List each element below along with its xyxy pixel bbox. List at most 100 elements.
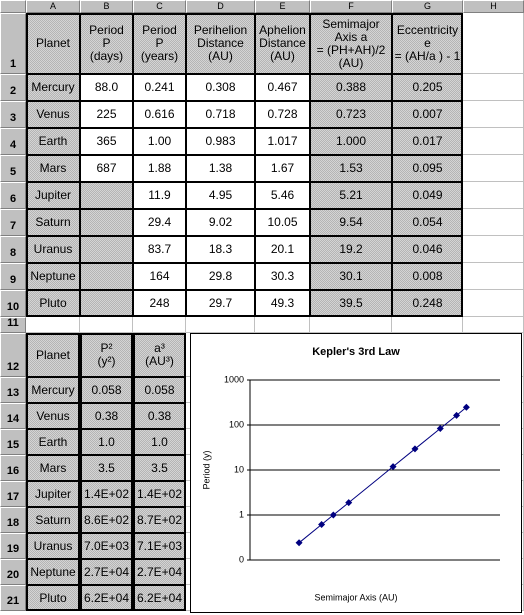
header-cell: Planet bbox=[26, 333, 80, 377]
chart-title: Kepler's 3rd Law bbox=[312, 346, 400, 358]
cell: 2.7E+04 bbox=[80, 559, 133, 585]
cell: 30.3 bbox=[255, 263, 310, 290]
header-cell: Eccentricity e = (AH/a ) - 1 bbox=[392, 13, 463, 74]
grid-cell bbox=[463, 74, 524, 101]
cell: Venus bbox=[26, 101, 80, 128]
row-header: 7 bbox=[0, 209, 26, 236]
y-tick-label: 1 bbox=[239, 509, 244, 519]
cell: 0.046 bbox=[392, 236, 463, 263]
cell bbox=[80, 263, 133, 290]
row-header: 20 bbox=[0, 559, 26, 585]
row-header: 15 bbox=[0, 429, 26, 455]
cell: 7.1E+03 bbox=[133, 533, 186, 559]
cell: 49.3 bbox=[255, 290, 310, 317]
grid-cell bbox=[463, 155, 524, 182]
table-frame bbox=[26, 13, 463, 317]
cell: 29.8 bbox=[186, 263, 255, 290]
row-header: 2 bbox=[0, 74, 26, 101]
grid-cell bbox=[133, 317, 186, 333]
column-header: F bbox=[310, 0, 392, 13]
cell: 1.4E+02 bbox=[80, 481, 133, 507]
marker bbox=[295, 539, 303, 547]
cell: 0.728 bbox=[255, 101, 310, 128]
cell: 0.054 bbox=[392, 209, 463, 236]
grid-cell bbox=[463, 290, 524, 317]
cell bbox=[80, 236, 133, 263]
cell: Mercury bbox=[26, 74, 80, 101]
cell: 0.205 bbox=[392, 74, 463, 101]
header-cell: Period P (years) bbox=[133, 13, 186, 74]
column-frame bbox=[133, 333, 186, 611]
row-header: 5 bbox=[0, 155, 26, 182]
y-axis-label: Period (y) bbox=[201, 450, 211, 489]
cell: 9.02 bbox=[186, 209, 255, 236]
row-header: 9 bbox=[0, 263, 26, 290]
header-cell: Perihelion Distance (AU) bbox=[186, 13, 255, 74]
cell bbox=[80, 209, 133, 236]
cell: 0.007 bbox=[392, 101, 463, 128]
cell: 0.095 bbox=[392, 155, 463, 182]
cell: 20.1 bbox=[255, 236, 310, 263]
marker bbox=[462, 403, 470, 411]
grid-cell bbox=[255, 317, 310, 333]
cell: 164 bbox=[133, 263, 186, 290]
cell: 1.38 bbox=[186, 155, 255, 182]
cell: 1.88 bbox=[133, 155, 186, 182]
cell: 6.2E+04 bbox=[80, 585, 133, 611]
marker bbox=[329, 511, 337, 519]
y-tick-label: 10 bbox=[234, 464, 244, 474]
cell: 29.4 bbox=[133, 209, 186, 236]
grid-cell bbox=[26, 317, 80, 333]
y-tick-label: 100 bbox=[229, 419, 244, 429]
grid-cell bbox=[463, 13, 524, 74]
cell: 5.46 bbox=[255, 182, 310, 209]
row-header: 11 bbox=[0, 317, 26, 333]
grid-cell bbox=[186, 317, 255, 333]
header-cell: Planet bbox=[26, 13, 80, 74]
cell: 225 bbox=[80, 101, 133, 128]
row-header: 8 bbox=[0, 236, 26, 263]
cell bbox=[80, 182, 133, 209]
column-header: E bbox=[255, 0, 310, 13]
row-header: 6 bbox=[0, 182, 26, 209]
cell: 0.718 bbox=[186, 101, 255, 128]
cell: 3.5 bbox=[80, 455, 133, 481]
cell: Jupiter bbox=[26, 481, 80, 507]
cell: 0.616 bbox=[133, 101, 186, 128]
grid-cell bbox=[463, 182, 524, 209]
cell: 9.54 bbox=[310, 209, 392, 236]
cell: 1.017 bbox=[255, 128, 310, 155]
cell: Mars bbox=[26, 455, 80, 481]
cell: 0.017 bbox=[392, 128, 463, 155]
marker bbox=[389, 463, 397, 471]
cell: 687 bbox=[80, 155, 133, 182]
grid-cell bbox=[310, 317, 392, 333]
cell: 0.467 bbox=[255, 74, 310, 101]
cell: 1.00 bbox=[133, 128, 186, 155]
cell: Jupiter bbox=[26, 182, 80, 209]
column-header: D bbox=[186, 0, 255, 13]
header-cell: Semimajor Axis a = (PH+AH)/2 (AU) bbox=[310, 13, 392, 74]
row-header: 21 bbox=[0, 585, 26, 611]
header-cell: Period P (days) bbox=[80, 13, 133, 74]
cell: 8.7E+02 bbox=[133, 507, 186, 533]
cell: 18.3 bbox=[186, 236, 255, 263]
cell: 6.2E+04 bbox=[133, 585, 186, 611]
header-cell: P² (y²) bbox=[80, 333, 133, 377]
row-header: 1 bbox=[0, 13, 26, 74]
cell: Venus bbox=[26, 403, 80, 429]
cell: 10.05 bbox=[255, 209, 310, 236]
marker bbox=[411, 445, 419, 453]
cell: 30.1 bbox=[310, 263, 392, 290]
row-header: 19 bbox=[0, 533, 26, 559]
cell: 365 bbox=[80, 128, 133, 155]
grid-cell bbox=[463, 128, 524, 155]
row-header: 13 bbox=[0, 377, 26, 403]
cell: Neptune bbox=[26, 263, 80, 290]
cell: 3.5 bbox=[133, 455, 186, 481]
cell: 1.000 bbox=[310, 128, 392, 155]
chart: Kepler's 3rd Law Semimajor Axis (AU) Per… bbox=[190, 333, 522, 613]
row-header: 14 bbox=[0, 403, 26, 429]
grid-cell bbox=[463, 209, 524, 236]
